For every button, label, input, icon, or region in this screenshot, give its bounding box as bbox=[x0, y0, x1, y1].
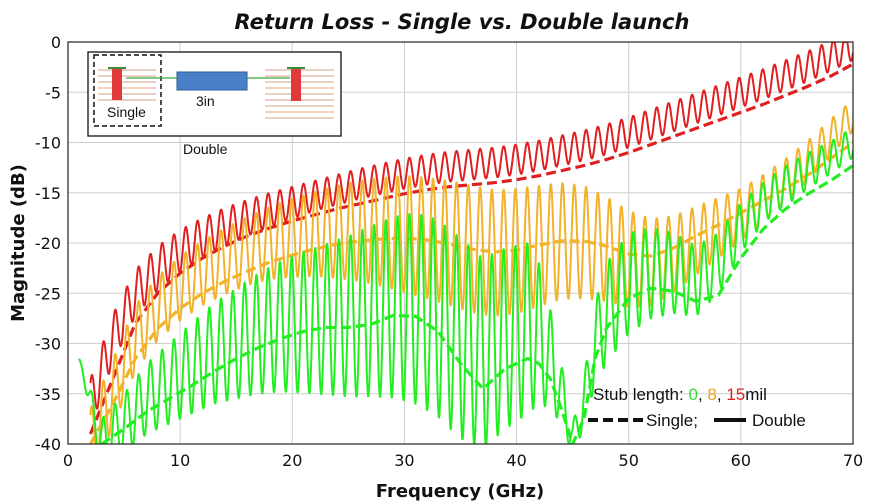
legend-stub-8: 8 bbox=[707, 385, 716, 404]
series-line-solid-8mil bbox=[89, 105, 853, 444]
double-via-stackup bbox=[265, 67, 334, 119]
inset-single-label: Single bbox=[107, 104, 146, 120]
x-tick-label: 40 bbox=[506, 451, 526, 470]
launch-inset: Single 3in Double bbox=[87, 51, 342, 157]
y-tick-label: -25 bbox=[35, 284, 61, 303]
y-axis-label: Magnitude (dB) bbox=[8, 164, 29, 322]
legend-stub-line: Stub length: 0, 8, 15mil bbox=[593, 385, 767, 404]
x-tick-label: 60 bbox=[731, 451, 751, 470]
y-tick-label: -30 bbox=[35, 335, 61, 354]
inset-trace-label: 3in bbox=[196, 93, 215, 109]
y-tick-label: -35 bbox=[35, 385, 61, 404]
tick-labels: 0 10 20 30 40 50 60 70 0 -5 -10 -15 -20 -25 -30 -35 -40 bbox=[35, 33, 863, 470]
x-tick-label: 0 bbox=[63, 451, 73, 470]
plot-frame bbox=[67, 41, 854, 445]
chart-title: Return Loss - Single vs. Double launch bbox=[235, 10, 690, 34]
series-line-dashed-15mil bbox=[88, 62, 853, 435]
legend-single-label: Single; bbox=[646, 411, 698, 430]
series-layer bbox=[78, 42, 853, 444]
inset-double-label: Double bbox=[183, 141, 228, 157]
trace-3in bbox=[176, 71, 248, 91]
legend-stub-suffix: mil bbox=[745, 385, 767, 404]
legend-comma-2: , bbox=[717, 385, 726, 404]
y-tick-label: -10 bbox=[35, 134, 61, 153]
legend-stub-0: 0 bbox=[688, 385, 697, 404]
single-highlight-box bbox=[93, 54, 162, 127]
x-tick-label: 10 bbox=[170, 451, 190, 470]
legend-stub-15: 15 bbox=[726, 385, 745, 404]
legend-stub-prefix: Stub length: bbox=[593, 385, 688, 404]
series-line-solid-0mil bbox=[78, 131, 853, 444]
y-tick-label: -15 bbox=[35, 184, 61, 203]
legend: Stub length: 0, 8, 15mil Single; Double bbox=[588, 385, 806, 430]
y-tick-label: -40 bbox=[35, 435, 61, 454]
y-tick-label: -20 bbox=[35, 234, 61, 253]
y-tick-label: 0 bbox=[51, 33, 61, 52]
x-tick-label: 70 bbox=[843, 451, 863, 470]
legend-comma-1: , bbox=[698, 385, 707, 404]
x-tick-label: 30 bbox=[394, 451, 414, 470]
y-tick-label: -5 bbox=[45, 83, 61, 102]
x-tick-label: 50 bbox=[619, 451, 639, 470]
x-axis-label: Frequency (GHz) bbox=[376, 481, 544, 502]
series-line-solid-15mil bbox=[89, 42, 853, 410]
series-line-dashed-0mil bbox=[100, 164, 853, 444]
legend-double-label: Double bbox=[752, 411, 806, 430]
single-via-stackup bbox=[98, 67, 156, 101]
x-tick-label: 20 bbox=[282, 451, 302, 470]
